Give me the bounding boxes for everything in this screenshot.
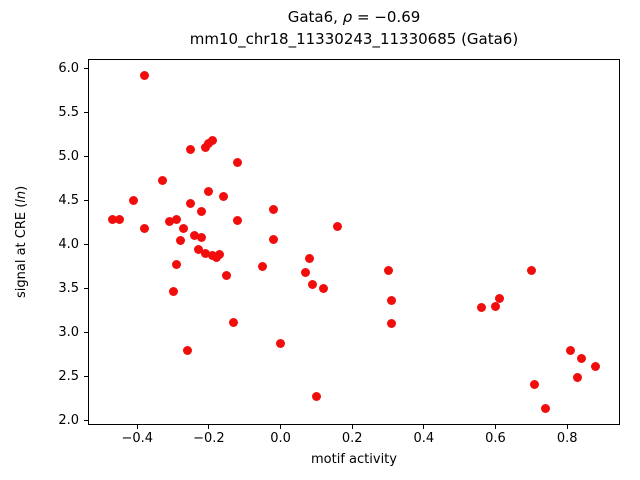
scatter-point bbox=[591, 361, 601, 371]
scatter-point bbox=[387, 296, 397, 306]
scatter-point bbox=[526, 265, 536, 275]
scatter-point bbox=[383, 265, 393, 275]
y-tick-label: 5.0 bbox=[58, 148, 79, 164]
scatter-point bbox=[200, 248, 210, 258]
y-tick-mark bbox=[84, 68, 88, 70]
scatter-point bbox=[387, 319, 397, 329]
x-tick-mark bbox=[495, 425, 496, 429]
scatter-point bbox=[576, 353, 586, 363]
scatter-point bbox=[168, 286, 178, 296]
scatter-point bbox=[319, 284, 329, 294]
scatter-point bbox=[172, 215, 182, 225]
y-axis-label-prefix: signal at CRE ( bbox=[14, 202, 29, 299]
x-tick-mark bbox=[423, 425, 425, 429]
scatter-point bbox=[200, 143, 210, 153]
x-tick-mark bbox=[351, 425, 353, 429]
y-tick-label: 5.5 bbox=[58, 104, 79, 120]
scatter-point bbox=[179, 224, 189, 234]
y-axis-label: signal at CRE (ln) bbox=[14, 59, 32, 425]
x-tick-mark bbox=[208, 425, 210, 429]
y-tick-label: 4.5 bbox=[58, 192, 79, 208]
y-tick-label: 2.0 bbox=[58, 412, 79, 428]
scatter-point bbox=[215, 249, 225, 259]
scatter-point bbox=[258, 262, 268, 272]
scatter-point bbox=[268, 204, 278, 214]
y-axis-label-suffix: ) bbox=[14, 185, 29, 191]
y-tick-mark bbox=[84, 200, 88, 202]
scatter-point bbox=[311, 391, 321, 401]
scatter-point bbox=[190, 231, 200, 241]
scatter-point bbox=[175, 235, 185, 245]
x-tick-mark bbox=[566, 425, 568, 429]
scatter-point bbox=[491, 301, 500, 311]
scatter-point bbox=[204, 187, 214, 197]
scatter-point bbox=[304, 254, 314, 264]
scatter-point bbox=[193, 244, 203, 254]
scatter-point bbox=[573, 373, 583, 383]
y-axis-label-ln: ln bbox=[14, 190, 29, 203]
scatter-point bbox=[476, 302, 486, 312]
y-tick-label: 4.0 bbox=[58, 236, 79, 252]
x-tick-mark bbox=[280, 425, 282, 429]
x-axis-label: motif activity bbox=[311, 452, 397, 467]
scatter-point bbox=[268, 234, 278, 244]
y-tick-label: 6.0 bbox=[58, 60, 79, 76]
scatter-point bbox=[186, 198, 196, 208]
scatter-point bbox=[566, 345, 576, 355]
scatter-point bbox=[197, 206, 207, 216]
scatter-point bbox=[139, 71, 149, 81]
scatter-point bbox=[308, 279, 318, 289]
x-tick-label: 0.2 bbox=[341, 431, 363, 446]
x-tick-label: 0.8 bbox=[556, 431, 578, 446]
scatter-point bbox=[541, 403, 551, 413]
x-tick-label: −0.4 bbox=[121, 431, 154, 446]
scatter-point bbox=[233, 216, 243, 226]
y-tick-mark bbox=[84, 112, 88, 114]
scatter-point bbox=[276, 338, 286, 348]
scatter-point bbox=[172, 259, 182, 269]
y-tick-label: 3.0 bbox=[58, 324, 79, 340]
scatter-point bbox=[139, 224, 149, 234]
scatter-point bbox=[165, 217, 174, 227]
chart-title-correlation: = −0.69 bbox=[352, 8, 421, 26]
scatter-point bbox=[157, 175, 167, 185]
scatter-point bbox=[197, 233, 207, 243]
chart-subtitle: mm10_chr18_11330243_11330685 (Gata6) bbox=[189, 30, 519, 48]
y-tick-mark bbox=[84, 332, 88, 334]
x-tick-label: −0.2 bbox=[193, 431, 225, 446]
chart-title-prefix: Gata6, bbox=[287, 8, 343, 26]
scatter-point bbox=[114, 214, 124, 224]
scatter-point bbox=[186, 145, 196, 155]
y-tick-label: 2.5 bbox=[58, 368, 79, 384]
x-tick-mark bbox=[136, 425, 138, 429]
x-tick-label: 0.6 bbox=[485, 431, 506, 446]
scatter-point bbox=[494, 293, 504, 303]
scatter-point bbox=[222, 270, 232, 280]
x-tick-label: 0.4 bbox=[413, 431, 435, 446]
y-tick-mark bbox=[84, 420, 88, 422]
chart-title: Gata6, ρ = −0.69 bbox=[88, 8, 620, 26]
scatter-point bbox=[207, 136, 217, 146]
rho-symbol: ρ bbox=[342, 8, 353, 26]
y-tick-mark bbox=[84, 244, 88, 246]
scatter-point bbox=[182, 345, 192, 355]
scatter-point bbox=[129, 196, 139, 206]
scatter-point bbox=[233, 158, 243, 168]
y-tick-mark bbox=[84, 156, 88, 158]
plot-area bbox=[88, 59, 620, 425]
scatter-point bbox=[530, 380, 540, 390]
scatter-point bbox=[229, 317, 239, 327]
scatter-point bbox=[333, 221, 343, 231]
scatter-point bbox=[218, 191, 228, 201]
scatter-point bbox=[301, 268, 311, 278]
y-tick-mark bbox=[84, 376, 88, 378]
scatter-point bbox=[107, 215, 117, 225]
x-tick-label: 0.0 bbox=[270, 431, 291, 446]
y-tick-mark bbox=[84, 288, 88, 290]
y-tick-label: 3.5 bbox=[58, 280, 79, 296]
